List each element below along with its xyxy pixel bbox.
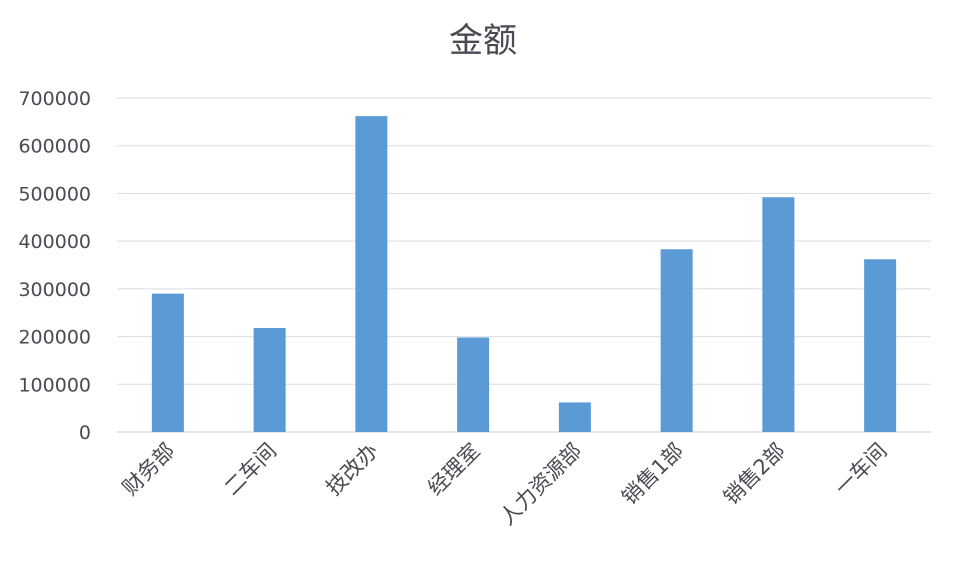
y-tick-label: 300000 [18,279,91,301]
gridlines [117,97,931,433]
bar [355,116,388,432]
y-axis-ticks: 0 100000 200000 300000 400000 500000 600000 700… [18,88,91,444]
bar [660,249,693,432]
chart-title: 金额 [449,21,517,61]
x-tick-label: 技改办 [321,439,383,501]
x-tick-label: 财务部 [118,439,180,501]
bar [558,402,591,432]
bar [864,259,897,432]
y-tick-label: 200000 [18,327,91,349]
bar [457,337,490,432]
bar [253,327,286,432]
x-tick-label: 经理室 [423,439,485,501]
x-tick-label: 销售2部 [719,439,790,510]
x-tick-label: 人力资源部 [495,439,586,530]
x-axis-ticks: 财务部 二车间 技改办 经理室 人力资源部 销售1部 销售2部 一车间 [118,439,892,530]
bars [151,116,897,432]
bar [762,197,795,432]
y-tick-label: 600000 [18,136,91,158]
y-tick-label: 0 [79,422,91,444]
x-tick-label: 销售1部 [617,439,688,510]
bar [151,293,184,432]
y-tick-label: 700000 [18,88,91,110]
y-tick-label: 400000 [18,231,91,253]
y-tick-label: 500000 [18,183,91,205]
x-tick-label: 二车间 [220,439,282,501]
y-tick-label: 100000 [18,374,91,396]
x-tick-label: 一车间 [830,439,892,501]
